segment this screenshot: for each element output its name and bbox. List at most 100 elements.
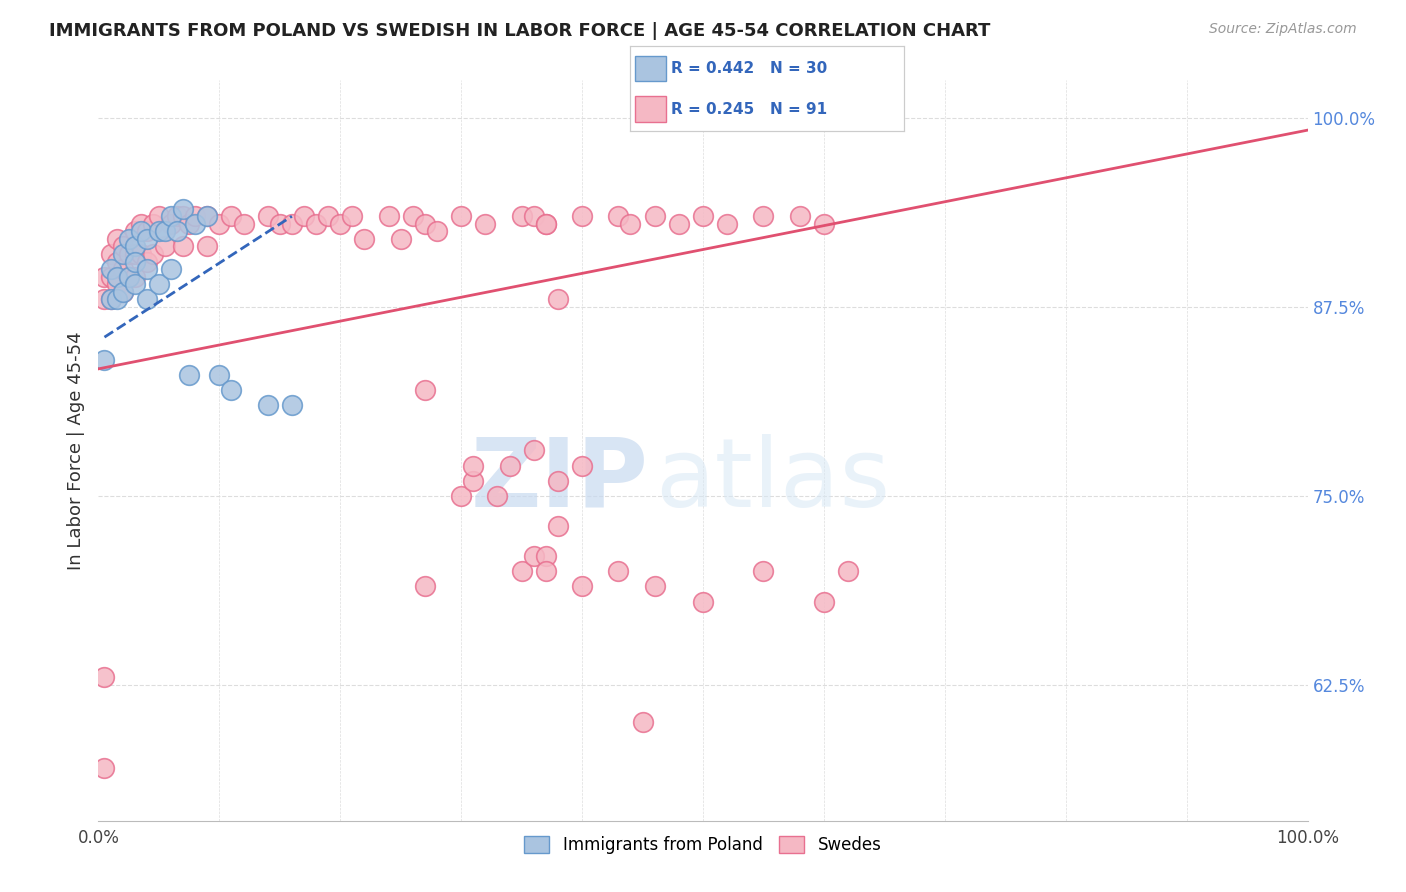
- Point: [523, 549, 546, 564]
- Point: [353, 232, 375, 246]
- Point: [523, 443, 546, 458]
- Point: [510, 565, 533, 579]
- Point: [571, 209, 593, 223]
- Point: [93, 293, 115, 307]
- Point: [232, 217, 254, 231]
- Point: [316, 209, 339, 223]
- Point: [413, 217, 436, 231]
- Point: [571, 579, 593, 593]
- Point: [105, 254, 128, 268]
- Point: [105, 232, 128, 246]
- Point: [692, 594, 714, 608]
- Point: [692, 209, 714, 223]
- Point: [413, 383, 436, 397]
- Point: [813, 217, 835, 231]
- Point: [195, 239, 218, 253]
- Point: [148, 277, 170, 292]
- Point: [644, 579, 666, 593]
- Point: [93, 269, 115, 284]
- Legend: Immigrants from Poland, Swedes: Immigrants from Poland, Swedes: [517, 829, 889, 861]
- Point: [463, 458, 485, 473]
- FancyBboxPatch shape: [636, 55, 665, 81]
- Point: [716, 217, 738, 231]
- Point: [184, 217, 207, 231]
- Point: [100, 293, 122, 307]
- Point: [166, 224, 188, 238]
- Point: [118, 247, 141, 261]
- Point: [135, 254, 157, 268]
- Point: [402, 209, 425, 223]
- Point: [413, 579, 436, 593]
- Point: [153, 239, 176, 253]
- Point: [124, 247, 146, 261]
- Text: IMMIGRANTS FROM POLAND VS SWEDISH IN LABOR FORCE | AGE 45-54 CORRELATION CHART: IMMIGRANTS FROM POLAND VS SWEDISH IN LAB…: [49, 22, 991, 40]
- Point: [179, 368, 201, 382]
- Point: [486, 489, 509, 503]
- Point: [142, 247, 165, 261]
- Point: [111, 285, 134, 299]
- Point: [93, 352, 115, 367]
- Point: [571, 458, 593, 473]
- Point: [179, 217, 201, 231]
- Point: [221, 209, 243, 223]
- Point: [342, 209, 364, 223]
- Point: [534, 549, 557, 564]
- Point: [510, 209, 533, 223]
- Point: [474, 217, 496, 231]
- Point: [534, 217, 557, 231]
- Point: [100, 247, 122, 261]
- Point: [607, 209, 630, 223]
- Point: [111, 285, 134, 299]
- Point: [631, 715, 654, 730]
- Point: [93, 761, 115, 775]
- Point: [281, 398, 304, 412]
- Point: [160, 209, 183, 223]
- Point: [124, 224, 146, 238]
- Point: [135, 232, 157, 246]
- Point: [547, 519, 569, 533]
- Point: [129, 247, 152, 261]
- Point: [148, 224, 170, 238]
- Point: [752, 209, 775, 223]
- Point: [389, 232, 412, 246]
- Point: [111, 262, 134, 277]
- Point: [148, 209, 170, 223]
- Point: [292, 209, 315, 223]
- Text: ZIP: ZIP: [471, 434, 648, 526]
- Point: [93, 670, 115, 684]
- Point: [135, 293, 157, 307]
- Point: [329, 217, 352, 231]
- Point: [129, 217, 152, 231]
- Point: [426, 224, 449, 238]
- Point: [644, 209, 666, 223]
- Point: [837, 565, 859, 579]
- Point: [105, 293, 128, 307]
- Point: [195, 209, 218, 223]
- Point: [208, 217, 231, 231]
- Point: [166, 209, 188, 223]
- Point: [111, 247, 134, 261]
- Point: [668, 217, 690, 231]
- Point: [129, 224, 152, 238]
- Point: [256, 398, 278, 412]
- Point: [789, 209, 811, 223]
- Point: [142, 217, 165, 231]
- Point: [752, 565, 775, 579]
- Point: [124, 239, 146, 253]
- Point: [184, 209, 207, 223]
- Point: [172, 209, 194, 223]
- Point: [135, 262, 157, 277]
- Point: [377, 209, 399, 223]
- Point: [100, 293, 122, 307]
- Point: [463, 474, 485, 488]
- Point: [124, 277, 146, 292]
- Point: [105, 277, 128, 292]
- Point: [111, 239, 134, 253]
- Point: [534, 217, 557, 231]
- Point: [160, 217, 183, 231]
- Point: [118, 269, 141, 284]
- Y-axis label: In Labor Force | Age 45-54: In Labor Force | Age 45-54: [66, 331, 84, 570]
- Point: [547, 474, 569, 488]
- Point: [172, 239, 194, 253]
- Point: [195, 209, 218, 223]
